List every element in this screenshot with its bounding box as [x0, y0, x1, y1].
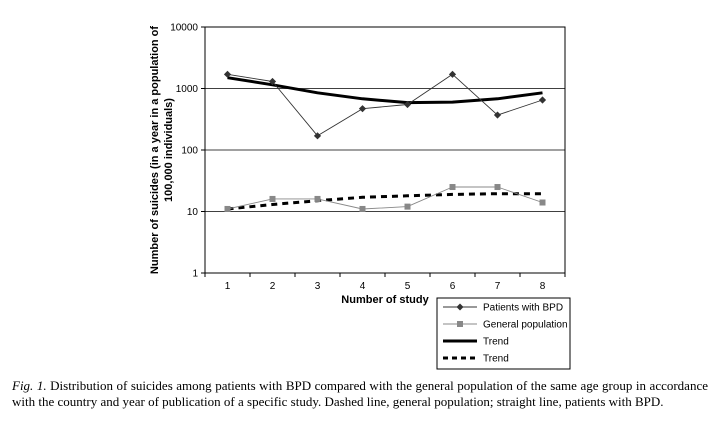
- data-point-diamond: [223, 70, 232, 78]
- y-tick-label: 1000: [176, 84, 199, 95]
- data-point-square: [269, 195, 276, 202]
- y-axis-title-line: 100,000 individuals): [163, 98, 175, 202]
- series-line: [227, 186, 543, 210]
- x-tick-label: 6: [450, 281, 456, 292]
- legend-entry: General population: [443, 320, 568, 331]
- data-point-diamond: [358, 105, 367, 113]
- series-1: [224, 184, 546, 212]
- y-tick-label: 100: [181, 146, 198, 157]
- gridlines: [205, 88, 565, 212]
- legend-marker: [457, 321, 463, 327]
- series-line: [227, 76, 543, 105]
- legend-box: [436, 297, 571, 370]
- caption-text: Distribution of suicides among patients …: [12, 378, 708, 409]
- y-axis-title: Number of suicides (in a year in a popul…: [149, 26, 175, 274]
- data-point-diamond: [403, 100, 412, 109]
- figure-caption: Fig. 1. Distribution of suicides among p…: [12, 378, 708, 410]
- figure-label: Fig. 1.: [12, 378, 47, 393]
- series-2: [227, 76, 543, 105]
- x-tick-label: 8: [540, 281, 546, 292]
- series-0: [223, 70, 547, 140]
- series-line: [227, 73, 543, 137]
- legend-entry: Trend: [443, 337, 509, 348]
- legend-label: Trend: [483, 337, 509, 348]
- data-point-diamond: [493, 111, 502, 119]
- legend-label: General population: [483, 320, 568, 331]
- legend-label: Patients with BPD: [483, 303, 563, 314]
- x-tick-label: 4: [360, 281, 366, 292]
- data-point-square: [449, 184, 456, 191]
- legend-entry: Patients with BPD: [443, 303, 563, 314]
- y-axis-ticks: 1 10 100 1000 10000: [170, 23, 205, 280]
- data-point-square: [494, 184, 501, 191]
- legend-entry: Trend: [443, 354, 509, 365]
- y-tick-label: 1: [192, 269, 198, 280]
- legend-marker: [456, 303, 464, 311]
- legend-label: Trend: [483, 354, 509, 365]
- x-axis-ticks: 1 2 3 4 5 6 7 8: [204, 273, 566, 292]
- series-line: [227, 192, 543, 211]
- legend: Patients with BPD General population Trend…: [436, 297, 571, 370]
- data-point-diamond: [268, 77, 277, 86]
- series-3: [227, 192, 543, 211]
- series-layer: [223, 70, 547, 212]
- data-point-square: [314, 195, 321, 202]
- x-tick-label: 1: [225, 281, 231, 292]
- y-tick-label: 10: [187, 207, 199, 218]
- x-tick-label: 2: [270, 281, 276, 292]
- data-point-square: [539, 199, 546, 206]
- y-tick-label: 10000: [170, 23, 198, 34]
- data-point-square: [359, 205, 366, 212]
- y-axis-title-line: Number of suicides (in a year in a popul…: [149, 26, 161, 274]
- data-point-diamond: [448, 70, 457, 78]
- data-point-diamond: [313, 132, 322, 140]
- data-point-square: [224, 205, 231, 212]
- data-point-diamond: [538, 96, 547, 104]
- x-tick-label: 7: [495, 281, 501, 292]
- x-axis-title: Number of study: [341, 294, 429, 306]
- data-point-square: [404, 203, 411, 210]
- x-tick-label: 3: [315, 281, 321, 292]
- x-tick-label: 5: [405, 281, 411, 292]
